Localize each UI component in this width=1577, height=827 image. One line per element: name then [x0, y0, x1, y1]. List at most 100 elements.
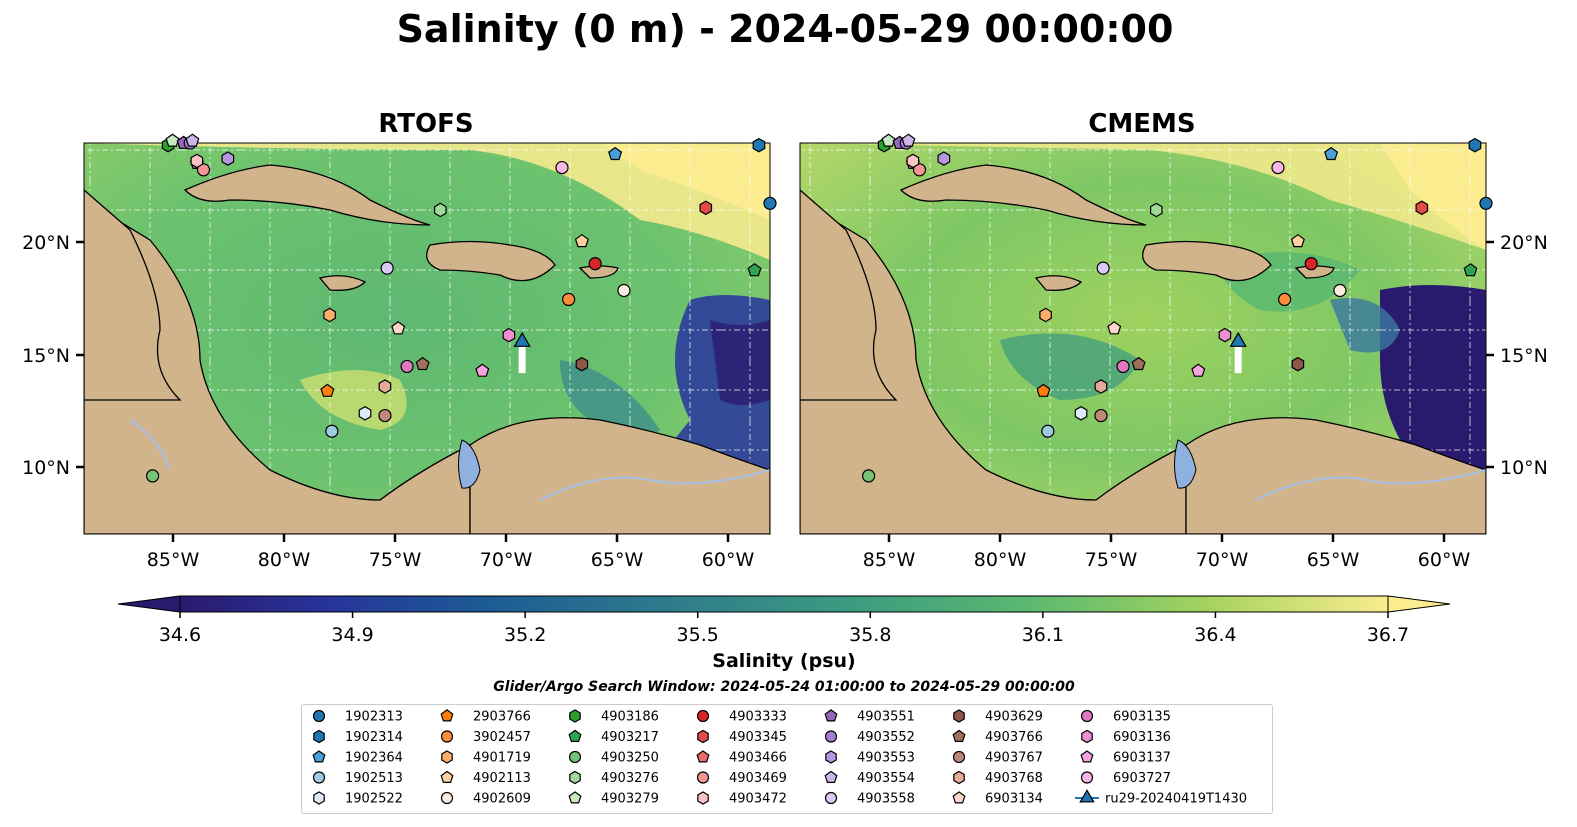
ytick-label-p1-0: 20°N — [22, 232, 70, 254]
colorbar-tick-label: 34.9 — [331, 624, 373, 646]
ytick-label-p2-2: 10°N — [1500, 457, 1548, 479]
panel-title-rtofs: RTOFS — [378, 109, 473, 139]
legend-label-1902313: 1902313 — [345, 710, 403, 725]
map-marker-6903136-p1 — [502, 327, 516, 343]
xtick-label-p2-5: 60°W — [1418, 549, 1471, 571]
legend-marker-4903466 — [696, 750, 710, 763]
map-marker-6903727-p1 — [555, 160, 569, 175]
legend-marker-4903279 — [568, 791, 582, 804]
xtick-label-p1-0: 85°W — [147, 549, 200, 571]
legend-marker-4903558 — [824, 791, 838, 805]
legend-label-1902314: 1902314 — [345, 730, 403, 745]
map-marker-1902313-p2 — [1479, 196, 1493, 210]
map-marker-1902364-p2 — [1324, 146, 1339, 161]
colorbar-tick-label: 35.8 — [849, 624, 891, 646]
legend-marker-4901719 — [441, 750, 453, 764]
legend-label-6903136: 6903136 — [1113, 730, 1171, 745]
map-marker-3902457-p1 — [562, 292, 576, 306]
legend-label-1902513: 1902513 — [345, 771, 403, 786]
map-marker-4903554-p2 — [901, 133, 916, 147]
legend-marker-4902609 — [440, 791, 454, 805]
map-marker-4903767-p1 — [378, 408, 392, 423]
legend-marker-6903134 — [952, 791, 966, 804]
map-marker-1902513-p2 — [1041, 424, 1055, 438]
map-marker-4903554-p1 — [185, 133, 200, 147]
xtick-label-p1-5: 60°W — [702, 549, 755, 571]
legend-label-2903766: 2903766 — [473, 710, 531, 725]
map-marker-4903767-p2 — [1094, 408, 1108, 423]
map-marker-1902522-p1 — [358, 406, 372, 421]
legend-label-4903558: 4903558 — [857, 792, 915, 807]
markers-cmems — [861, 133, 1493, 483]
legend-label-4902609: 4902609 — [473, 792, 531, 807]
xtick-label-p1-4: 65°W — [591, 549, 644, 571]
ytick-label-p1-2: 10°N — [22, 457, 70, 479]
map-marker-4903276-p2 — [1149, 202, 1163, 218]
legend-label-6903134: 6903134 — [985, 792, 1043, 807]
map-marker-4903768-p1 — [378, 379, 392, 394]
search-window-text: Glider/Argo Search Window: 2024-05-24 01… — [493, 679, 1075, 695]
legend-marker-4903629 — [953, 709, 965, 723]
legend-label-4903345: 4903345 — [729, 730, 787, 745]
legend-marker-4902113 — [440, 770, 454, 784]
legend-label-6903137: 6903137 — [1113, 751, 1171, 766]
colorbar-tick-label: 36.1 — [1022, 624, 1064, 646]
map-marker-6903135-p2 — [1116, 359, 1130, 374]
legend-marker-4903217 — [568, 729, 582, 743]
colorbar-extend-low — [117, 595, 181, 613]
map-marker-6903134-p1 — [391, 321, 406, 335]
colorbar-gradient — [179, 595, 1389, 613]
panel-rtofs: RTOFS — [22, 109, 777, 571]
ytick-label-p2-1: 15°N — [1500, 345, 1548, 367]
map-marker-4903766-p2 — [1131, 356, 1146, 371]
map-marker-4903250-p2 — [861, 469, 876, 483]
legend-label-ru29-20240419T1430: ru29-20240419T1430 — [1105, 792, 1247, 807]
legend-marker-ru29-20240419T1430 — [1079, 789, 1095, 803]
xtick-label-p2-2: 75°W — [1085, 549, 1138, 571]
legend-marker-4903553 — [825, 750, 837, 764]
colorbar-extend-high — [1387, 595, 1451, 613]
colorbar-tick-label: 36.4 — [1194, 624, 1236, 646]
map-marker-1902513-p1 — [325, 424, 339, 438]
map-marker-4903768-p2 — [1094, 379, 1108, 394]
legend-label-4903333: 4903333 — [729, 710, 787, 725]
legend-label-1902522: 1902522 — [345, 792, 403, 807]
map-marker-6903136-p2 — [1218, 327, 1232, 343]
ytick-label-p1-1: 15°N — [22, 345, 70, 367]
colorbar-tick-label: 35.2 — [504, 624, 546, 646]
legend-marker-4903551 — [824, 709, 838, 722]
legend-label-4903466: 4903466 — [729, 751, 787, 766]
legend-marker-4903186 — [569, 709, 581, 723]
panel-title-cmems: CMEMS — [1088, 109, 1195, 139]
legend-label-3902457: 3902457 — [473, 730, 531, 745]
legend-label-4903250: 4903250 — [601, 751, 659, 766]
map-marker-6903137-p2 — [1191, 363, 1206, 377]
map-marker-ru29-20240419T1430-p2 — [1229, 331, 1247, 347]
legend-marker-4903552 — [824, 730, 838, 743]
legend-marker-4903767 — [952, 750, 966, 764]
map-rtofs — [84, 143, 770, 534]
legend-marker-1902313 — [312, 709, 326, 723]
map-cmems — [800, 143, 1486, 534]
map-marker-2903766-p2 — [1036, 383, 1051, 397]
legend-label-4903767: 4903767 — [985, 751, 1043, 766]
panel-cmems: CMEMS 85°W — [799, 109, 1548, 571]
legend-label-6903135: 6903135 — [1113, 710, 1171, 725]
map-marker-4903279-p1 — [165, 133, 180, 147]
map-marker-4903217-p2 — [1463, 263, 1478, 277]
map-marker-4901719-p2 — [1039, 307, 1052, 323]
colorbar-tick-label: 36.7 — [1367, 624, 1409, 646]
xtick-label-p1-2: 75°W — [369, 549, 422, 571]
map-marker-4903333-p1 — [588, 257, 602, 271]
map-marker-4903469-p1 — [196, 163, 211, 177]
legend-marker-4903768 — [953, 770, 965, 785]
map-marker-4902609-p2 — [1333, 283, 1347, 298]
legend-label-4903553: 4903553 — [857, 751, 915, 766]
map-marker-4903558-p2 — [1096, 261, 1110, 275]
map-marker-1902314-p2 — [1468, 137, 1482, 153]
map-marker-4903553-p2 — [937, 151, 951, 166]
legend-marker-4903250 — [568, 750, 582, 764]
map-marker-4903276-p1 — [434, 202, 447, 218]
legend-marker-1902364 — [312, 750, 326, 763]
legend-label-4901719: 4901719 — [473, 751, 531, 766]
